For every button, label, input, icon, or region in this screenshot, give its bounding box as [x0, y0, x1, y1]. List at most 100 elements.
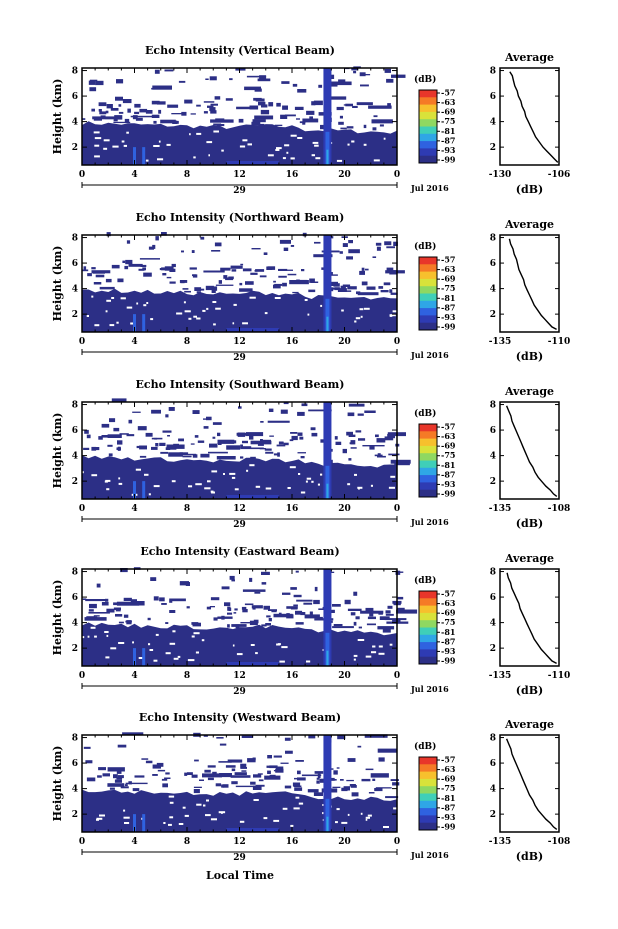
- echo-patch: [225, 98, 233, 101]
- echo-gap: [286, 151, 289, 154]
- echo-patch: [85, 599, 106, 602]
- echo-gap: [304, 299, 308, 301]
- colorbar-segment: [419, 315, 437, 324]
- echo-patch: [231, 579, 235, 582]
- echo-patch: [205, 285, 214, 291]
- echo-patch: [161, 778, 168, 781]
- echo-patch: [126, 434, 135, 437]
- echo-patch: [359, 270, 365, 275]
- echo-gap: [357, 639, 365, 641]
- echo-patch: [240, 622, 253, 624]
- echo-patch: [113, 602, 118, 606]
- colorbar-frame: [418, 423, 438, 498]
- echo-patch: [347, 608, 362, 611]
- panel-title: Echo Intensity (Eastward Beam): [140, 545, 339, 558]
- echo-patch: [280, 762, 289, 764]
- x-tick-label: 4: [131, 837, 137, 847]
- heatmap: [82, 567, 418, 666]
- echo-patch: [377, 455, 386, 458]
- echo-patch: [367, 616, 376, 620]
- echo-patch: [347, 286, 357, 290]
- avg-y-tick-label: 6: [490, 426, 496, 436]
- echo-patch: [373, 115, 378, 118]
- echo-patch: [359, 72, 366, 77]
- echo-patch: [137, 426, 147, 431]
- echo-patch: [155, 443, 159, 447]
- echo-patch: [147, 617, 151, 621]
- echo-gap: [191, 635, 195, 638]
- echo-patch: [269, 774, 276, 778]
- echo-patch: [242, 609, 248, 613]
- echo-gap: [322, 804, 325, 806]
- colorbar-segment: [419, 438, 437, 447]
- echo-patch: [82, 269, 89, 272]
- colorbar-segment: [419, 757, 437, 765]
- echo-column-peak: [326, 816, 329, 832]
- echo-patch: [236, 106, 258, 110]
- echo-patch: [375, 434, 379, 438]
- echo-patch: [171, 113, 183, 115]
- x-tick-label: 0: [79, 504, 85, 514]
- echo-patch: [105, 278, 112, 283]
- echo-patch: [302, 118, 319, 123]
- echo-patch: [314, 586, 318, 592]
- echo-gap: [353, 654, 358, 657]
- echo-patch: [269, 765, 278, 769]
- echo-gap: [281, 646, 288, 649]
- echo-patch: [251, 605, 263, 609]
- echo-patch: [355, 430, 362, 433]
- echo-gap: [239, 145, 246, 148]
- echo-gap: [201, 639, 205, 642]
- echo-patch: [372, 778, 376, 781]
- echo-patch: [360, 84, 369, 87]
- echo-patch: [259, 448, 266, 450]
- echo-patch: [355, 616, 360, 620]
- echo-patch: [310, 427, 316, 431]
- echo-patch: [166, 276, 172, 279]
- colorbar-tick-label: -87: [441, 802, 455, 812]
- echo-patch: [303, 602, 313, 605]
- echo-patch: [338, 121, 344, 125]
- echo-patch: [215, 284, 234, 286]
- echo-gap: [367, 814, 372, 817]
- echo-patch: [118, 621, 124, 624]
- avg-frame: [499, 234, 560, 333]
- echo-gap: [116, 321, 119, 324]
- month-label: Jul 2016: [410, 684, 449, 694]
- echo-patch: [82, 598, 87, 600]
- echo-patch: [250, 272, 258, 275]
- echo-column: [323, 735, 332, 832]
- echo-patch: [261, 104, 268, 108]
- heatmap: [82, 398, 411, 499]
- colorbar-frame: [418, 590, 438, 665]
- colorbar-tick-label: -99: [441, 322, 456, 332]
- echo-patch: [254, 270, 258, 272]
- echo-gap: [212, 301, 217, 303]
- echo-patch: [368, 792, 375, 794]
- echo-gap: [336, 808, 340, 811]
- echo-patch: [267, 266, 276, 270]
- x-tick-label: 0: [394, 504, 400, 514]
- echo-gap: [265, 487, 272, 490]
- echo-patch: [162, 273, 167, 276]
- echo-patch: [116, 447, 121, 450]
- echo-patch: [254, 591, 261, 594]
- echo-patch: [222, 784, 229, 788]
- echo-patch: [209, 76, 217, 81]
- echo-patch: [331, 81, 352, 86]
- echo-patch: [132, 788, 140, 792]
- echo-gap: [378, 645, 383, 648]
- avg-y-tick-label: 8: [490, 734, 496, 744]
- echo-patch: [340, 285, 346, 289]
- echo-patch: [389, 289, 393, 293]
- echo-patch: [226, 119, 231, 122]
- echo-gap: [184, 814, 189, 817]
- echo-patch: [126, 240, 131, 244]
- echo-patch: [244, 603, 254, 606]
- echo-gap: [187, 659, 195, 662]
- echo-patch: [136, 445, 141, 449]
- echo-patch: [200, 236, 205, 240]
- echo-patch: [350, 440, 356, 445]
- colorbar-segment: [419, 424, 437, 432]
- echo-gap: [110, 647, 117, 650]
